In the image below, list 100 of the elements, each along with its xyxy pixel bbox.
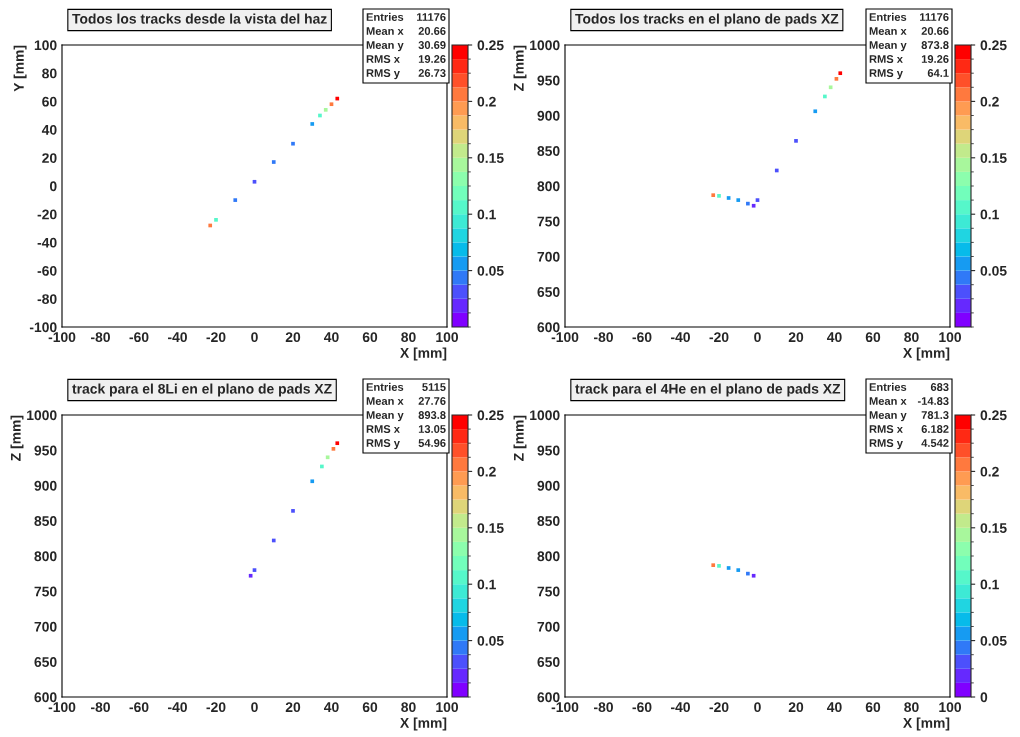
color-bar-label: 0.25 — [477, 410, 504, 421]
x-tick-label: -80 — [91, 702, 110, 713]
x-tick-label: -80 — [91, 332, 110, 343]
color-bar-label: 0.2 — [980, 466, 999, 477]
color-bar-label: 0.1 — [477, 579, 496, 590]
x-tick-label: 0 — [251, 702, 258, 713]
x-tick-label: 40 — [323, 332, 339, 343]
point — [233, 198, 238, 202]
point — [271, 160, 276, 164]
y-tick-label: 1000 — [530, 40, 560, 51]
x-tick-label: -100 — [551, 332, 579, 343]
x-tick-label: -20 — [709, 702, 729, 713]
text: RMS x 19.26 — [869, 55, 949, 63]
y-tick-label: 0 — [49, 181, 57, 192]
x-tick-label: 60 — [362, 332, 378, 343]
y-tick-label: 700 — [537, 621, 560, 632]
point — [794, 139, 798, 143]
x-tick-label: 60 — [865, 332, 881, 343]
x-tick-label: 0 — [754, 702, 761, 713]
x-tick-label: -80 — [594, 332, 613, 343]
y-tick-label: 900 — [34, 480, 57, 491]
y-tick-label: 700 — [34, 621, 57, 632]
x-tick-label: 100 — [939, 332, 962, 343]
text: RMS y 4.542 — [869, 439, 949, 450]
y-tick-label: 950 — [537, 445, 560, 456]
x-tick-label: -40 — [168, 702, 187, 713]
y-tick-label: -80 — [37, 294, 57, 304]
color-bar-label: 0.1 — [477, 209, 496, 220]
point — [717, 194, 721, 198]
text: Mean x -14.83 — [869, 397, 949, 405]
color-bar-label: 0 — [980, 692, 988, 703]
x-tick-label: 0 — [754, 332, 761, 343]
y-tick-label: 600 — [537, 322, 560, 333]
y-tick-label: 750 — [537, 216, 560, 227]
text: Mean x 27.76 — [366, 397, 446, 405]
text: RMS y 64.1 — [869, 69, 949, 80]
x-tick-label: 0 — [251, 332, 258, 343]
text: RMS x 13.05 — [366, 425, 446, 433]
x-tick-label: 80 — [904, 702, 919, 713]
chart-title: track para el 8Li en el plano de pads XZ — [72, 383, 332, 397]
x-tick-label: 40 — [826, 702, 842, 713]
color-bar-label: 0.2 — [980, 96, 999, 107]
y-tick-label: 950 — [537, 75, 560, 86]
chart-title: Todos los tracks en el plano de pads XZ — [575, 13, 839, 27]
y-tick-label: 850 — [537, 516, 560, 526]
x-tick-label: 20 — [788, 332, 804, 343]
color-bar-label: 0.15 — [477, 523, 504, 533]
point — [813, 109, 818, 114]
x-axis-title: X [mm] — [400, 347, 447, 361]
y-tick-label: 900 — [537, 480, 560, 491]
text: RMS x 19.26 — [366, 55, 446, 63]
x-tick-label: -100 — [551, 702, 579, 713]
x-tick-label: -60 — [632, 332, 652, 343]
y-tick-label: -60 — [37, 265, 57, 276]
point — [310, 479, 315, 484]
x-tick-label: 20 — [285, 332, 301, 343]
y-tick-label: -20 — [37, 209, 57, 220]
y-axis-title: Z [mm] — [10, 415, 24, 461]
point — [736, 198, 741, 202]
text: Entries 5115 — [366, 382, 446, 391]
y-tick-label: 80 — [42, 68, 57, 79]
x-axis-title: X [mm] — [903, 717, 950, 731]
point — [736, 568, 741, 572]
color-bar-label: 0.15 — [980, 153, 1007, 163]
y-tick-label: 600 — [537, 692, 560, 703]
point — [291, 141, 295, 146]
y-tick-label: 650 — [34, 657, 57, 667]
text: Mean y 893.8 — [366, 411, 446, 422]
point — [310, 122, 315, 126]
point — [291, 509, 295, 513]
y-tick-label: 800 — [34, 551, 57, 562]
y-tick-label: 60 — [42, 96, 57, 107]
y-tick-label: 650 — [537, 287, 560, 297]
y-tick-label: -100 — [29, 322, 57, 333]
chart-title: Todos los tracks desde la vista del haz — [72, 13, 327, 24]
chart-title: track para el 4He en el plano de pads XZ — [575, 383, 841, 397]
text: Entries 11176 — [869, 12, 949, 21]
x-tick-label: 100 — [436, 332, 459, 343]
color-bar-label: 0.1 — [980, 579, 999, 590]
color-bar-label: 0.2 — [477, 96, 496, 107]
x-tick-label: -60 — [129, 332, 149, 343]
point — [717, 564, 721, 568]
color-bar-label: 0.15 — [477, 153, 504, 163]
point — [335, 441, 340, 446]
y-axis-title: Y [mm] — [13, 45, 27, 92]
x-tick-label: 80 — [401, 702, 416, 713]
x-tick-label: 80 — [904, 332, 919, 343]
y-tick-label: 900 — [537, 110, 560, 121]
x-tick-label: 40 — [323, 702, 339, 713]
y-tick-label: 40 — [41, 124, 57, 135]
color-bar-label: 0.05 — [477, 635, 504, 646]
x-tick-label: 60 — [865, 702, 881, 713]
x-tick-label: -40 — [168, 332, 187, 343]
color-bar-label: 0.25 — [980, 410, 1007, 421]
text: RMS y 26.73 — [366, 69, 446, 80]
y-tick-label: 100 — [34, 40, 57, 51]
x-tick-label: 20 — [285, 702, 301, 713]
y-tick-label: 650 — [537, 657, 560, 667]
x-axis-title: X [mm] — [400, 717, 447, 731]
x-tick-label: -20 — [709, 332, 729, 343]
